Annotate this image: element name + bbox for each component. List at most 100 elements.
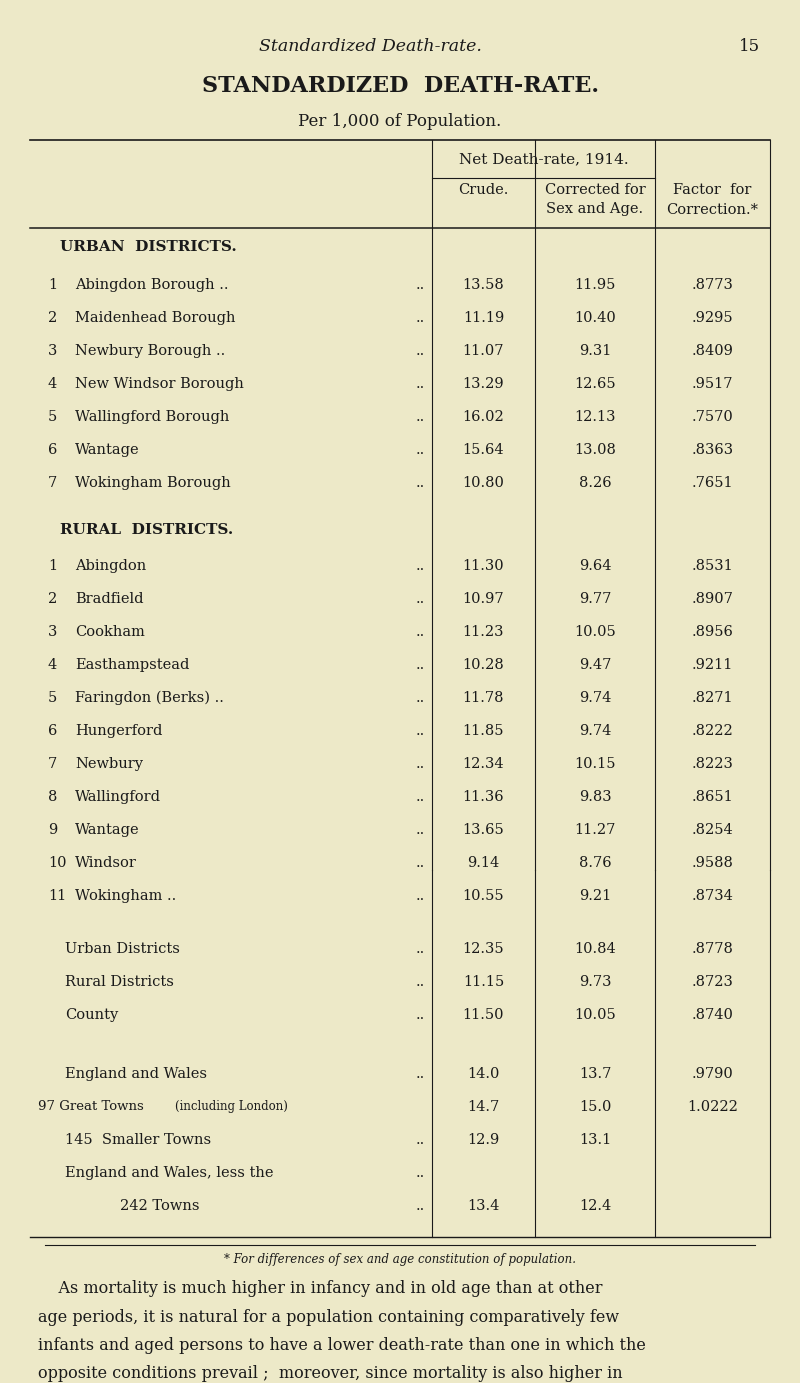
Text: ..: .. xyxy=(416,658,425,672)
Text: 15.64: 15.64 xyxy=(462,443,504,456)
Text: 11.50: 11.50 xyxy=(462,1008,504,1022)
Text: 9: 9 xyxy=(48,823,58,837)
Text: 12.9: 12.9 xyxy=(467,1133,500,1147)
Text: 13.58: 13.58 xyxy=(462,278,504,292)
Text: 4: 4 xyxy=(48,378,58,391)
Text: 9.14: 9.14 xyxy=(467,856,500,870)
Text: 11.23: 11.23 xyxy=(462,625,504,639)
Text: 11.36: 11.36 xyxy=(462,790,504,804)
Text: 12.13: 12.13 xyxy=(574,409,616,425)
Text: ..: .. xyxy=(416,790,425,804)
Text: 13.29: 13.29 xyxy=(462,378,504,391)
Text: Bradfield: Bradfield xyxy=(75,592,143,606)
Text: 11.15: 11.15 xyxy=(463,975,504,989)
Text: 97 Great Towns: 97 Great Towns xyxy=(38,1099,144,1113)
Text: ..: .. xyxy=(416,409,425,425)
Text: infants and aged persons to have a lower death-rate than one in which the: infants and aged persons to have a lower… xyxy=(38,1337,646,1354)
Text: ..: .. xyxy=(416,1008,425,1022)
Text: 12.4: 12.4 xyxy=(579,1199,611,1213)
Text: .8363: .8363 xyxy=(691,443,734,456)
Text: Rural Districts: Rural Districts xyxy=(65,975,174,989)
Text: .9790: .9790 xyxy=(692,1068,734,1082)
Text: ..: .. xyxy=(416,889,425,903)
Text: .8740: .8740 xyxy=(691,1008,734,1022)
Text: .9211: .9211 xyxy=(692,658,733,672)
Text: ..: .. xyxy=(416,692,425,705)
Text: 12.34: 12.34 xyxy=(462,757,504,770)
Text: 242 Towns: 242 Towns xyxy=(120,1199,199,1213)
Text: Crude.: Crude. xyxy=(458,183,509,196)
Text: 11.78: 11.78 xyxy=(462,692,504,705)
Text: 14.0: 14.0 xyxy=(467,1068,500,1082)
Text: 11.07: 11.07 xyxy=(462,344,504,358)
Text: 15.0: 15.0 xyxy=(579,1099,611,1113)
Text: ..: .. xyxy=(416,1199,425,1213)
Text: 9.31: 9.31 xyxy=(579,344,611,358)
Text: County: County xyxy=(65,1008,118,1022)
Text: 10.15: 10.15 xyxy=(574,757,616,770)
Text: Wallingford: Wallingford xyxy=(75,790,161,804)
Text: 13.65: 13.65 xyxy=(462,823,504,837)
Text: 5: 5 xyxy=(48,409,58,425)
Text: ..: .. xyxy=(416,344,425,358)
Text: .7570: .7570 xyxy=(692,409,734,425)
Text: 11.30: 11.30 xyxy=(462,559,504,573)
Text: 2: 2 xyxy=(48,592,58,606)
Text: .8778: .8778 xyxy=(691,942,734,956)
Text: ..: .. xyxy=(416,1166,425,1180)
Text: .8773: .8773 xyxy=(691,278,734,292)
Text: .8734: .8734 xyxy=(691,889,734,903)
Text: ..: .. xyxy=(416,1133,425,1147)
Text: Standardized Death-rate.: Standardized Death-rate. xyxy=(258,37,482,55)
Text: ..: .. xyxy=(416,823,425,837)
Text: 10.05: 10.05 xyxy=(574,1008,616,1022)
Text: 10.84: 10.84 xyxy=(574,942,616,956)
Text: 11.95: 11.95 xyxy=(574,278,616,292)
Text: .8222: .8222 xyxy=(692,723,734,739)
Text: 12.65: 12.65 xyxy=(574,378,616,391)
Text: Hungerford: Hungerford xyxy=(75,723,162,739)
Text: Corrected for
Sex and Age.: Corrected for Sex and Age. xyxy=(545,183,646,217)
Text: ..: .. xyxy=(416,942,425,956)
Text: 10: 10 xyxy=(48,856,66,870)
Text: .8409: .8409 xyxy=(691,344,734,358)
Text: .8254: .8254 xyxy=(692,823,734,837)
Text: .9295: .9295 xyxy=(692,311,734,325)
Text: .9517: .9517 xyxy=(692,378,734,391)
Text: 13.4: 13.4 xyxy=(467,1199,500,1213)
Text: Net Death-rate, 1914.: Net Death-rate, 1914. xyxy=(458,152,628,166)
Text: Wokingham ..: Wokingham .. xyxy=(75,889,176,903)
Text: age periods, it is natural for a population containing comparatively few: age periods, it is natural for a populat… xyxy=(38,1308,619,1325)
Text: Newbury: Newbury xyxy=(75,757,143,770)
Text: 15: 15 xyxy=(739,37,760,55)
Text: 11: 11 xyxy=(48,889,66,903)
Text: 9.47: 9.47 xyxy=(579,658,611,672)
Text: ..: .. xyxy=(416,592,425,606)
Text: 13.1: 13.1 xyxy=(579,1133,611,1147)
Text: .8956: .8956 xyxy=(691,625,734,639)
Text: England and Wales: England and Wales xyxy=(65,1068,207,1082)
Text: 3: 3 xyxy=(48,344,58,358)
Text: Easthampstead: Easthampstead xyxy=(75,658,190,672)
Text: STANDARDIZED  DEATH-RATE.: STANDARDIZED DEATH-RATE. xyxy=(202,75,598,97)
Text: .8531: .8531 xyxy=(692,559,734,573)
Text: 10.28: 10.28 xyxy=(462,658,504,672)
Text: Abingdon: Abingdon xyxy=(75,559,146,573)
Text: 14.7: 14.7 xyxy=(467,1099,500,1113)
Text: 145  Smaller Towns: 145 Smaller Towns xyxy=(65,1133,211,1147)
Text: ..: .. xyxy=(416,975,425,989)
Text: RURAL  DISTRICTS.: RURAL DISTRICTS. xyxy=(60,523,234,537)
Text: 6: 6 xyxy=(48,443,58,456)
Text: 9.73: 9.73 xyxy=(578,975,611,989)
Text: Cookham: Cookham xyxy=(75,625,145,639)
Text: ..: .. xyxy=(416,443,425,456)
Text: 10.55: 10.55 xyxy=(462,889,504,903)
Text: 9.83: 9.83 xyxy=(578,790,611,804)
Text: 12.35: 12.35 xyxy=(462,942,504,956)
Text: ..: .. xyxy=(416,723,425,739)
Text: Per 1,000 of Population.: Per 1,000 of Population. xyxy=(298,113,502,130)
Text: 9.74: 9.74 xyxy=(579,692,611,705)
Text: ..: .. xyxy=(416,757,425,770)
Text: 13.08: 13.08 xyxy=(574,443,616,456)
Text: 1: 1 xyxy=(48,278,57,292)
